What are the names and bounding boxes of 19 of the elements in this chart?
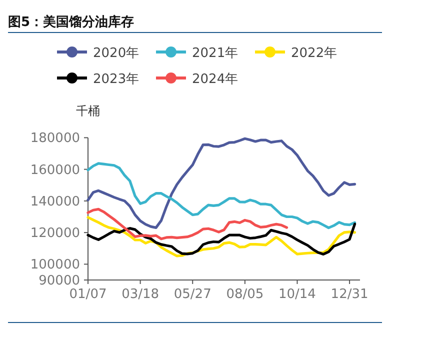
legend-label: 2020年 (93, 46, 140, 61)
x-tick-label: 01/07 (69, 287, 107, 302)
y-tick-label: 160000 (30, 162, 80, 178)
x-tick-label: 03/18 (122, 287, 160, 302)
y-tick-label: 90000 (38, 274, 80, 288)
legend-label: 2023年 (93, 72, 140, 87)
y-tick-label: 180000 (30, 131, 80, 146)
legend-label: 2024年 (192, 72, 238, 87)
x-tick-label: 10/14 (278, 287, 316, 302)
y-tick-label: 140000 (30, 194, 80, 210)
x-tick-label: 12/31 (330, 287, 368, 302)
x-tick-label: 05/27 (174, 287, 212, 302)
x-tick-label: 08/05 (226, 287, 264, 302)
y-axis-title: 千桶 (76, 104, 100, 118)
legend-label: 2021年 (192, 46, 238, 61)
y-tick-label: 120000 (30, 226, 80, 242)
chart-title: 图5：美国馏分油库存 (8, 14, 134, 30)
legend-label: 2022年 (291, 46, 338, 61)
y-tick-label: 100000 (30, 258, 80, 273)
